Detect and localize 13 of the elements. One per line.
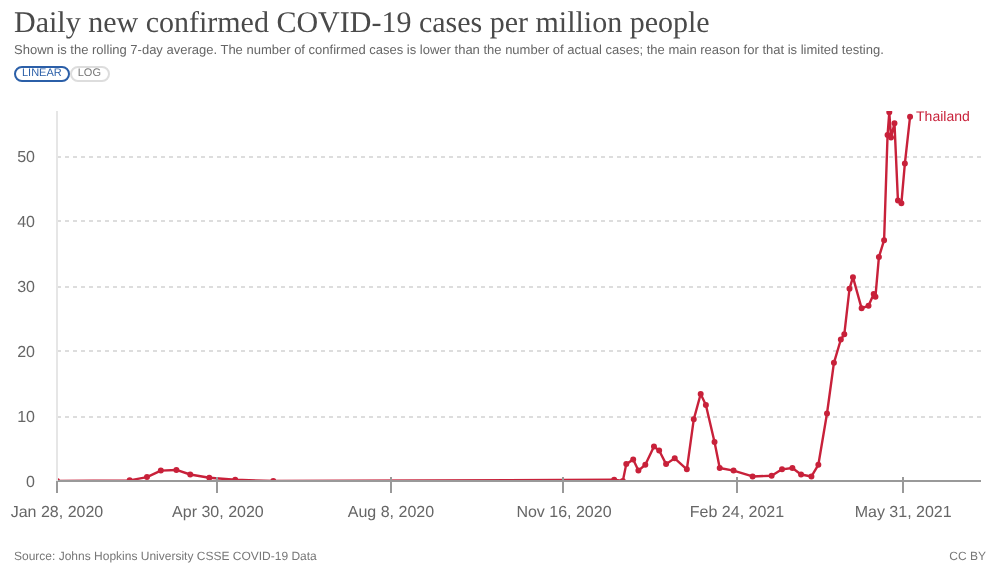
x-tick-label: Feb 24, 2021 xyxy=(689,503,786,521)
x-tick-label: May 31, 2021 xyxy=(854,503,953,521)
y-tick-label: 0 xyxy=(26,473,37,491)
x-tick-label: Jan 28, 2020 xyxy=(10,503,105,521)
y-tick-label: 50 xyxy=(17,148,37,167)
x-tick-label: Apr 30, 2020 xyxy=(172,503,265,521)
y-tick-label: 30 xyxy=(17,278,37,297)
y-tick-label: 20 xyxy=(17,343,37,362)
chart-title: Daily new confirmed COVID-19 cases per million people xyxy=(14,8,712,42)
x-tick-label: Aug 8, 2020 xyxy=(347,503,436,521)
x-tick-label: Nov 16, 2020 xyxy=(516,503,613,521)
y-tick-label: 40 xyxy=(17,213,37,232)
y-tick-label: 10 xyxy=(17,408,37,427)
